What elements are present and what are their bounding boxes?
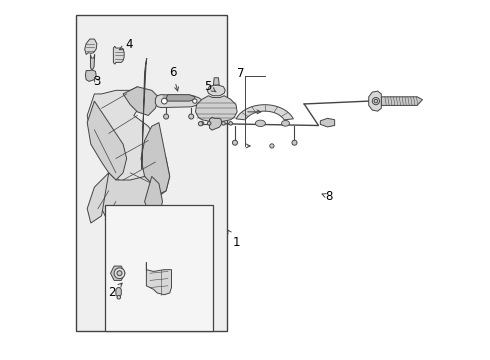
Circle shape bbox=[193, 99, 197, 103]
Ellipse shape bbox=[255, 120, 266, 127]
Text: 8: 8 bbox=[322, 190, 333, 203]
Polygon shape bbox=[87, 101, 126, 180]
Circle shape bbox=[232, 140, 238, 145]
Text: 5: 5 bbox=[204, 80, 216, 93]
Text: 1: 1 bbox=[227, 230, 240, 249]
Circle shape bbox=[164, 114, 169, 119]
Circle shape bbox=[270, 144, 274, 148]
Bar bbox=[76, 15, 227, 330]
Polygon shape bbox=[166, 95, 195, 101]
Polygon shape bbox=[111, 266, 125, 280]
Text: 2: 2 bbox=[109, 283, 122, 300]
Polygon shape bbox=[85, 70, 96, 81]
Circle shape bbox=[161, 98, 167, 104]
Circle shape bbox=[114, 268, 125, 279]
Circle shape bbox=[189, 114, 194, 119]
Polygon shape bbox=[87, 173, 109, 223]
Polygon shape bbox=[196, 96, 237, 122]
Polygon shape bbox=[147, 262, 172, 295]
Circle shape bbox=[117, 296, 121, 299]
Circle shape bbox=[292, 140, 297, 145]
Polygon shape bbox=[142, 58, 147, 169]
Polygon shape bbox=[145, 176, 163, 220]
Polygon shape bbox=[207, 85, 225, 96]
Polygon shape bbox=[87, 87, 170, 202]
Circle shape bbox=[372, 98, 379, 105]
Polygon shape bbox=[85, 39, 97, 54]
Circle shape bbox=[229, 122, 232, 125]
Polygon shape bbox=[113, 46, 124, 64]
Text: 4: 4 bbox=[120, 38, 133, 51]
Polygon shape bbox=[116, 288, 122, 297]
Polygon shape bbox=[236, 105, 294, 120]
Ellipse shape bbox=[282, 121, 290, 126]
Polygon shape bbox=[155, 95, 202, 108]
Circle shape bbox=[221, 122, 225, 125]
Polygon shape bbox=[101, 173, 159, 230]
Circle shape bbox=[198, 122, 203, 126]
Circle shape bbox=[117, 271, 122, 276]
Polygon shape bbox=[91, 54, 95, 71]
Bar bbox=[105, 205, 213, 330]
Polygon shape bbox=[210, 117, 221, 130]
Text: 3: 3 bbox=[93, 75, 100, 88]
Polygon shape bbox=[141, 123, 170, 194]
Text: 6: 6 bbox=[169, 66, 178, 91]
Polygon shape bbox=[320, 118, 335, 127]
Circle shape bbox=[374, 99, 378, 103]
Circle shape bbox=[207, 122, 211, 125]
Polygon shape bbox=[123, 87, 159, 116]
Polygon shape bbox=[214, 78, 219, 85]
Text: 7: 7 bbox=[237, 67, 245, 80]
Polygon shape bbox=[368, 91, 381, 111]
Circle shape bbox=[200, 122, 204, 125]
Polygon shape bbox=[381, 97, 422, 105]
